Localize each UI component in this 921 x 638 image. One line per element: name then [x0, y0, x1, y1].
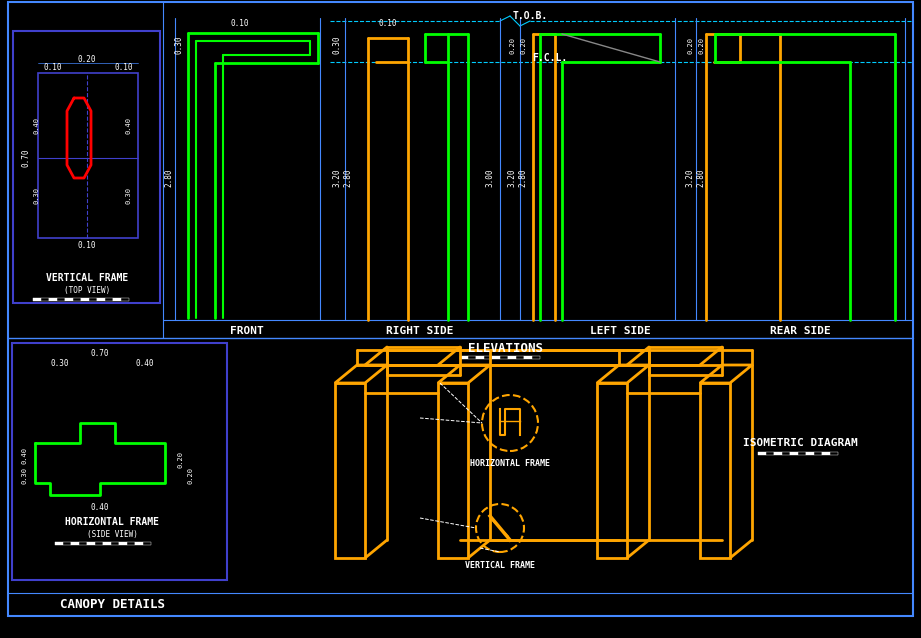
Bar [55, 542, 63, 545]
Bar [782, 452, 790, 455]
Text: 3.20: 3.20 [685, 168, 694, 187]
Bar [103, 542, 111, 545]
Bar [438, 383, 468, 558]
Text: 0.30: 0.30 [21, 468, 27, 484]
Bar [41, 298, 49, 301]
Text: 2.80: 2.80 [165, 168, 173, 187]
Text: FRONT: FRONT [230, 326, 264, 336]
Text: 0.20: 0.20 [77, 56, 97, 64]
Text: 0.10: 0.10 [379, 20, 397, 29]
Text: CANOPY DETAILS: CANOPY DETAILS [60, 598, 165, 611]
Bar [798, 452, 806, 455]
Text: 0.40: 0.40 [135, 359, 154, 369]
Text: T.O.B.: T.O.B. [512, 11, 548, 21]
Bar [500, 356, 508, 359]
Bar [524, 356, 532, 359]
Bar [97, 298, 105, 301]
Text: 0.20: 0.20 [509, 38, 515, 54]
Bar [822, 452, 830, 455]
Bar [95, 542, 103, 545]
Bar [806, 452, 814, 455]
Text: RIGHT SIDE: RIGHT SIDE [386, 326, 454, 336]
Bar [71, 542, 79, 545]
Bar [143, 542, 151, 545]
Text: 0.20: 0.20 [177, 452, 183, 468]
Bar [33, 298, 41, 301]
Text: (SIDE VIEW): (SIDE VIEW) [87, 530, 137, 538]
Text: 0.30: 0.30 [33, 186, 39, 204]
Bar [484, 356, 492, 359]
Bar [830, 452, 838, 455]
Bar [492, 356, 500, 359]
Text: 0.10: 0.10 [44, 64, 63, 73]
Text: 0.40: 0.40 [125, 117, 131, 133]
Text: ISOMETRIC DIAGRAM: ISOMETRIC DIAGRAM [742, 438, 857, 448]
Bar [476, 356, 484, 359]
Text: 0.20: 0.20 [698, 38, 704, 54]
Bar [335, 383, 365, 558]
Text: REAR SIDE: REAR SIDE [770, 326, 831, 336]
Text: 0.40: 0.40 [21, 447, 27, 464]
Text: 0.20: 0.20 [187, 468, 193, 484]
Bar [597, 383, 627, 558]
Text: 0.10: 0.10 [231, 20, 250, 29]
Bar [516, 356, 524, 359]
Bar [766, 452, 774, 455]
Bar [63, 542, 71, 545]
Text: 0.40: 0.40 [33, 117, 39, 133]
Bar [105, 298, 113, 301]
Bar [111, 542, 119, 545]
Text: 0.10: 0.10 [115, 64, 134, 73]
Text: 0.70: 0.70 [91, 350, 110, 359]
Bar [89, 298, 97, 301]
Text: HORIZONTAL FRAME: HORIZONTAL FRAME [470, 459, 550, 468]
Bar [121, 298, 129, 301]
Text: 0.30: 0.30 [174, 36, 183, 54]
Bar [774, 452, 782, 455]
Text: 0.20: 0.20 [687, 38, 693, 54]
Bar [38, 73, 138, 238]
Text: 0.40: 0.40 [91, 503, 110, 512]
Bar [460, 356, 468, 359]
Text: 0.20: 0.20 [520, 38, 526, 54]
Text: ELEVATIONS: ELEVATIONS [468, 341, 542, 355]
Bar [758, 452, 766, 455]
Bar [13, 31, 160, 303]
Bar [532, 356, 540, 359]
Text: 3.20: 3.20 [507, 168, 517, 187]
Bar [508, 356, 516, 359]
Bar [73, 298, 81, 301]
Text: 0.30: 0.30 [125, 186, 131, 204]
Text: LEFT SIDE: LEFT SIDE [589, 326, 650, 336]
Bar [79, 542, 87, 545]
Text: 0.30: 0.30 [332, 36, 342, 54]
Text: 2.80: 2.80 [696, 168, 705, 187]
Text: F.C.L.: F.C.L. [532, 53, 567, 63]
Bar [700, 383, 730, 558]
Text: VERTICAL FRAME: VERTICAL FRAME [46, 273, 128, 283]
Text: 3.20: 3.20 [332, 168, 342, 187]
Bar [57, 298, 65, 301]
Text: (TOP VIEW): (TOP VIEW) [64, 285, 111, 295]
Text: 0.10: 0.10 [77, 242, 97, 251]
Bar [113, 298, 121, 301]
Bar [81, 298, 89, 301]
Text: VERTICAL FRAME: VERTICAL FRAME [465, 561, 535, 570]
Text: 0.30: 0.30 [51, 359, 69, 369]
Text: 0.70: 0.70 [21, 149, 30, 167]
Bar [119, 542, 127, 545]
Text: 3.00: 3.00 [485, 168, 495, 187]
Bar [12, 343, 227, 580]
Text: 2.80: 2.80 [519, 168, 528, 187]
Bar [49, 298, 57, 301]
Bar [790, 452, 798, 455]
Bar [65, 298, 73, 301]
Bar [468, 356, 476, 359]
Text: HORIZONTAL FRAME: HORIZONTAL FRAME [65, 517, 159, 527]
Bar [127, 542, 135, 545]
Bar [87, 542, 95, 545]
Bar [135, 542, 143, 545]
Bar [814, 452, 822, 455]
Text: 2.80: 2.80 [344, 168, 353, 187]
